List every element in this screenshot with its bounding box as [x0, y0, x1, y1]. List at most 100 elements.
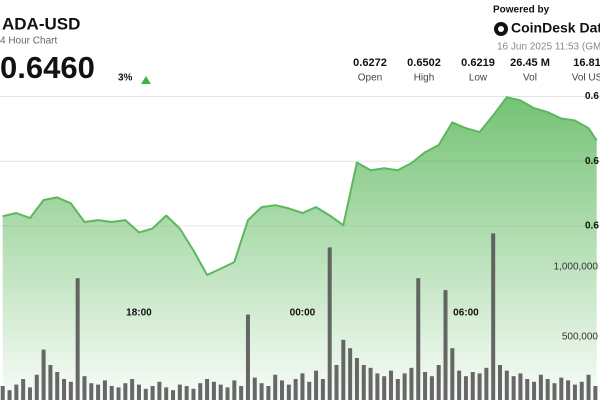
brand: CoinDesk Dat: [511, 20, 600, 36]
volume-bar: [14, 384, 19, 400]
subtitle: 4 Hour Chart: [0, 36, 57, 47]
y-tick-label: 0.6: [585, 91, 599, 102]
volume-bar: [402, 373, 407, 400]
volume-bar: [545, 379, 550, 400]
volume-bar: [511, 376, 516, 400]
volume-bar: [572, 384, 577, 400]
stat-value: 16.81: [573, 57, 600, 69]
plot: [0, 96, 600, 400]
stat-label: Vol US: [572, 73, 600, 84]
up-arrow: [141, 76, 151, 84]
volume-bar: [293, 379, 298, 400]
stat-label: Low: [469, 73, 488, 84]
volume-bar: [409, 367, 414, 400]
volume-bar: [463, 376, 468, 400]
volume-bar: [198, 383, 203, 400]
volume-bar: [252, 377, 257, 400]
volume-bar: [300, 373, 305, 400]
price-line: [2, 96, 598, 276]
volume-bar: [566, 380, 571, 400]
volume-bar: [491, 233, 496, 400]
volume-bar: [518, 373, 523, 400]
volume-bar: [164, 387, 169, 400]
volume-bar: [211, 381, 216, 400]
volume-bar: [157, 381, 162, 400]
volume-bar: [368, 367, 373, 400]
volume-bar: [232, 380, 237, 400]
change: 3%: [118, 73, 133, 84]
volume-bar: [538, 374, 543, 400]
volume-bar: [68, 381, 73, 400]
volume-bar: [116, 387, 121, 400]
brand-logo-inner: [498, 26, 504, 32]
volume-bar: [171, 390, 176, 400]
stat-value: 26.45 M: [510, 57, 550, 69]
volume-bar: [55, 372, 60, 400]
volume-bar: [593, 386, 598, 400]
stat-value: 0.6502: [407, 57, 441, 69]
volume-bar: [96, 384, 101, 400]
y-tick-label: 0.6: [585, 221, 599, 232]
x-tick-label: 00:00: [290, 308, 316, 319]
volume-bar: [259, 383, 264, 400]
volume-bar: [41, 349, 46, 400]
volume-bar: [130, 379, 135, 400]
volume-bar: [389, 370, 394, 400]
volume-bar: [470, 372, 475, 400]
volume-bar: [382, 376, 387, 400]
volume-bar: [307, 381, 312, 400]
volume-bar: [314, 370, 319, 400]
volume-bar: [82, 376, 87, 400]
volume-bar: [341, 339, 346, 400]
volume-bar: [354, 358, 359, 400]
volume-bar: [327, 247, 332, 400]
x-tick-label: 06:00: [453, 308, 479, 319]
y2-tick-label: 1,000,000: [554, 262, 599, 273]
volume-bar: [27, 387, 32, 400]
volume-bar: [245, 314, 250, 400]
volume-bar: [7, 390, 12, 400]
volume-bar: [457, 370, 462, 400]
volume-bar: [191, 388, 196, 400]
y2-tick-label: 500,000: [562, 332, 599, 343]
volume-bar: [504, 370, 509, 400]
volume-bar: [62, 379, 67, 400]
volume-bar: [218, 384, 223, 400]
price-area: [2, 97, 597, 400]
volume-bar: [498, 365, 502, 400]
volume-bar: [525, 379, 530, 400]
volume-bar: [579, 381, 584, 400]
powered-by: Powered by: [493, 5, 550, 16]
volume-bar: [143, 388, 148, 400]
volume-bar: [109, 386, 114, 400]
volume-bar: [184, 386, 189, 400]
volume-bar: [348, 348, 353, 400]
volume-bar: [443, 290, 448, 400]
volume-bar: [136, 384, 141, 400]
volume-bar: [177, 384, 182, 400]
chart-title: ADA-USD: [2, 14, 80, 33]
volume-bar: [450, 348, 455, 400]
volume-bar: [48, 365, 53, 400]
volume-bar: [273, 374, 278, 400]
volume-bar: [429, 376, 434, 400]
volume-bar: [75, 278, 80, 400]
volume-bar: [205, 379, 210, 400]
volume-bar: [532, 381, 537, 400]
stat-label: High: [414, 73, 435, 84]
volume-bar: [89, 383, 94, 400]
volume-bar: [21, 379, 26, 400]
stat-value: 0.6272: [353, 57, 387, 69]
volume-bar: [436, 365, 441, 400]
volume-bar: [34, 374, 39, 400]
volume-bar: [102, 380, 107, 400]
volume-bar: [395, 379, 400, 400]
volume-bar: [334, 365, 339, 400]
volume-bar: [286, 384, 291, 400]
volume-bar: [0, 386, 5, 400]
volume-bar: [280, 380, 285, 400]
volume-bar: [375, 373, 380, 400]
volume-bar: [552, 383, 557, 400]
